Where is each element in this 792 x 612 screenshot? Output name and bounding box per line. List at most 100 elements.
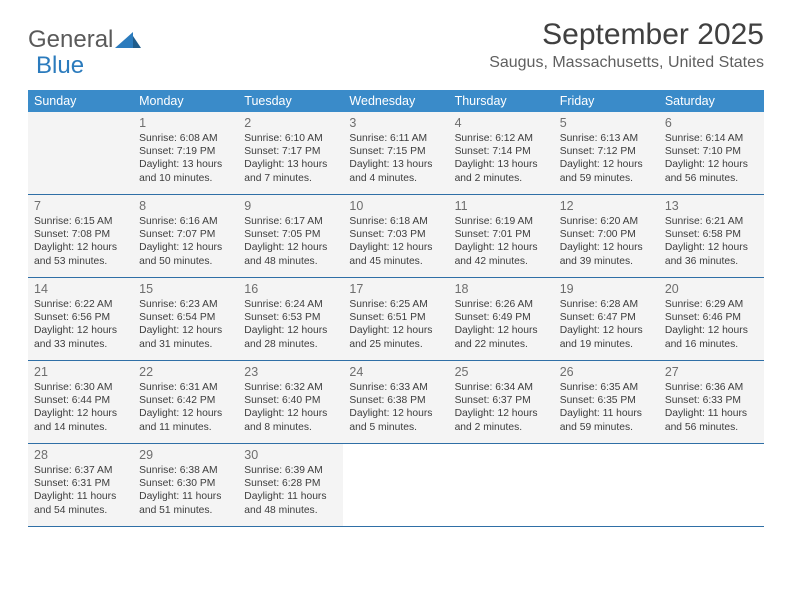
day-number: 26 [560, 364, 653, 380]
calendar-cell: 13Sunrise: 6:21 AMSunset: 6:58 PMDayligh… [659, 195, 764, 277]
daylight-text: Daylight: 11 hours [244, 490, 337, 503]
daylight-text: Daylight: 12 hours [349, 407, 442, 420]
day-header: Friday [554, 90, 659, 112]
calendar-cell: 20Sunrise: 6:29 AMSunset: 6:46 PMDayligh… [659, 278, 764, 360]
sunset-text: Sunset: 6:54 PM [139, 311, 232, 324]
logo-word1: General [28, 26, 113, 54]
calendar-week: 21Sunrise: 6:30 AMSunset: 6:44 PMDayligh… [28, 361, 764, 444]
daylight-text: Daylight: 12 hours [139, 407, 232, 420]
day-number: 29 [139, 447, 232, 463]
day-number: 17 [349, 281, 442, 297]
title-block: September 2025 Saugus, Massachusetts, Un… [489, 18, 764, 72]
daylight-text: and 54 minutes. [34, 504, 127, 517]
daylight-text: Daylight: 12 hours [455, 407, 548, 420]
sunrise-text: Sunrise: 6:37 AM [34, 464, 127, 477]
logo: General [28, 26, 141, 54]
daylight-text: Daylight: 12 hours [34, 241, 127, 254]
sunset-text: Sunset: 6:30 PM [139, 477, 232, 490]
location-text: Saugus, Massachusetts, United States [489, 54, 764, 72]
day-number: 21 [34, 364, 127, 380]
day-number: 19 [560, 281, 653, 297]
day-number: 24 [349, 364, 442, 380]
daylight-text: and 2 minutes. [455, 421, 548, 434]
day-headers-row: Sunday Monday Tuesday Wednesday Thursday… [28, 90, 764, 112]
daylight-text: and 10 minutes. [139, 172, 232, 185]
day-header: Sunday [28, 90, 133, 112]
daylight-text: and 19 minutes. [560, 338, 653, 351]
daylight-text: Daylight: 11 hours [34, 490, 127, 503]
sunset-text: Sunset: 6:33 PM [665, 394, 758, 407]
daylight-text: and 48 minutes. [244, 504, 337, 517]
sunset-text: Sunset: 6:31 PM [34, 477, 127, 490]
calendar-cell-empty [449, 444, 554, 526]
daylight-text: Daylight: 12 hours [244, 324, 337, 337]
sunrise-text: Sunrise: 6:15 AM [34, 215, 127, 228]
sunrise-text: Sunrise: 6:19 AM [455, 215, 548, 228]
daylight-text: and 36 minutes. [665, 255, 758, 268]
sunset-text: Sunset: 7:08 PM [34, 228, 127, 241]
sunrise-text: Sunrise: 6:13 AM [560, 132, 653, 145]
daylight-text: Daylight: 11 hours [560, 407, 653, 420]
daylight-text: and 25 minutes. [349, 338, 442, 351]
daylight-text: and 59 minutes. [560, 172, 653, 185]
calendar-cell: 5Sunrise: 6:13 AMSunset: 7:12 PMDaylight… [554, 112, 659, 194]
sunrise-text: Sunrise: 6:17 AM [244, 215, 337, 228]
daylight-text: Daylight: 12 hours [139, 324, 232, 337]
calendar-cell: 27Sunrise: 6:36 AMSunset: 6:33 PMDayligh… [659, 361, 764, 443]
calendar-cell: 26Sunrise: 6:35 AMSunset: 6:35 PMDayligh… [554, 361, 659, 443]
calendar-cell: 3Sunrise: 6:11 AMSunset: 7:15 PMDaylight… [343, 112, 448, 194]
daylight-text: Daylight: 12 hours [349, 324, 442, 337]
calendar-cell: 8Sunrise: 6:16 AMSunset: 7:07 PMDaylight… [133, 195, 238, 277]
day-header: Saturday [659, 90, 764, 112]
calendar-week: 7Sunrise: 6:15 AMSunset: 7:08 PMDaylight… [28, 195, 764, 278]
daylight-text: and 11 minutes. [139, 421, 232, 434]
sunset-text: Sunset: 7:10 PM [665, 145, 758, 158]
sunset-text: Sunset: 6:42 PM [139, 394, 232, 407]
daylight-text: Daylight: 12 hours [560, 324, 653, 337]
daylight-text: Daylight: 12 hours [665, 158, 758, 171]
sunrise-text: Sunrise: 6:26 AM [455, 298, 548, 311]
daylight-text: Daylight: 11 hours [665, 407, 758, 420]
daylight-text: and 2 minutes. [455, 172, 548, 185]
day-number: 4 [455, 115, 548, 131]
sunrise-text: Sunrise: 6:20 AM [560, 215, 653, 228]
sunset-text: Sunset: 6:51 PM [349, 311, 442, 324]
daylight-text: and 5 minutes. [349, 421, 442, 434]
calendar-cell: 7Sunrise: 6:15 AMSunset: 7:08 PMDaylight… [28, 195, 133, 277]
calendar-cell: 28Sunrise: 6:37 AMSunset: 6:31 PMDayligh… [28, 444, 133, 526]
daylight-text: and 59 minutes. [560, 421, 653, 434]
daylight-text: Daylight: 13 hours [244, 158, 337, 171]
daylight-text: Daylight: 12 hours [244, 241, 337, 254]
daylight-text: Daylight: 12 hours [665, 241, 758, 254]
calendar-cell: 2Sunrise: 6:10 AMSunset: 7:17 PMDaylight… [238, 112, 343, 194]
calendar-cell-empty [659, 444, 764, 526]
day-number: 15 [139, 281, 232, 297]
sunset-text: Sunset: 7:19 PM [139, 145, 232, 158]
day-number: 7 [34, 198, 127, 214]
calendar-cell: 22Sunrise: 6:31 AMSunset: 6:42 PMDayligh… [133, 361, 238, 443]
sunrise-text: Sunrise: 6:38 AM [139, 464, 232, 477]
daylight-text: Daylight: 12 hours [560, 241, 653, 254]
sunrise-text: Sunrise: 6:32 AM [244, 381, 337, 394]
sunrise-text: Sunrise: 6:25 AM [349, 298, 442, 311]
sunset-text: Sunset: 6:46 PM [665, 311, 758, 324]
sunset-text: Sunset: 6:38 PM [349, 394, 442, 407]
sunset-text: Sunset: 6:49 PM [455, 311, 548, 324]
sunrise-text: Sunrise: 6:12 AM [455, 132, 548, 145]
calendar-cell: 1Sunrise: 6:08 AMSunset: 7:19 PMDaylight… [133, 112, 238, 194]
calendar-cell-empty [28, 112, 133, 194]
sunrise-text: Sunrise: 6:29 AM [665, 298, 758, 311]
daylight-text: and 50 minutes. [139, 255, 232, 268]
sunset-text: Sunset: 6:56 PM [34, 311, 127, 324]
day-header: Monday [133, 90, 238, 112]
daylight-text: Daylight: 11 hours [139, 490, 232, 503]
daylight-text: Daylight: 12 hours [455, 324, 548, 337]
daylight-text: and 14 minutes. [34, 421, 127, 434]
daylight-text: and 8 minutes. [244, 421, 337, 434]
sunset-text: Sunset: 7:12 PM [560, 145, 653, 158]
logo-word2: Blue [36, 52, 84, 80]
daylight-text: Daylight: 13 hours [455, 158, 548, 171]
calendar-cell: 24Sunrise: 6:33 AMSunset: 6:38 PMDayligh… [343, 361, 448, 443]
daylight-text: and 53 minutes. [34, 255, 127, 268]
calendar-cell: 23Sunrise: 6:32 AMSunset: 6:40 PMDayligh… [238, 361, 343, 443]
